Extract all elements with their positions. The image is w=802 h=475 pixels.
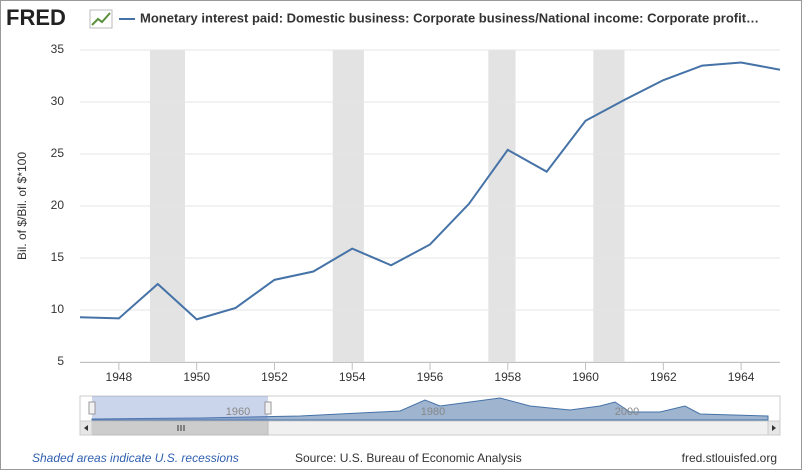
navigator-label: 1980 <box>421 406 445 418</box>
x-tick-label: 1950 <box>183 370 210 384</box>
x-tick-label: 1958 <box>494 370 521 384</box>
y-tick-label: 15 <box>51 250 65 264</box>
x-tick-label: 1960 <box>572 370 599 384</box>
logo-icon <box>89 9 113 29</box>
x-tick-label: 1948 <box>106 370 133 384</box>
navigator-handle[interactable] <box>88 401 96 415</box>
navigator-label: 1960 <box>226 406 250 418</box>
navigator-label: 2000 <box>615 406 639 418</box>
y-tick-label: 10 <box>51 302 65 316</box>
x-tick-label: 1964 <box>728 370 755 384</box>
x-tick-label: 1962 <box>650 370 677 384</box>
grip <box>177 425 185 431</box>
y-tick-label: 35 <box>51 42 65 56</box>
recession-note: Shaded areas indicate U.S. recessions <box>32 451 239 465</box>
navigator-handle[interactable] <box>264 401 272 415</box>
y-axis-label: Bil. of $/Bil. of $*100 <box>15 152 29 260</box>
navigator: 1960 1980 2000 <box>79 395 781 436</box>
navigator-series <box>91 397 769 421</box>
series-line <box>79 61 781 321</box>
arrow-left <box>84 425 88 431</box>
y-tick-label: 5 <box>57 354 64 368</box>
y-tick-label: 20 <box>51 198 65 212</box>
scrollbar-thumb[interactable] <box>91 420 269 436</box>
x-tick-label: 1952 <box>261 370 288 384</box>
navigator-selection[interactable] <box>92 396 268 421</box>
x-tick-label: 1956 <box>417 370 444 384</box>
legend-title: Monetary interest paid: Domestic busines… <box>140 10 759 25</box>
arrow-right <box>772 425 776 431</box>
y-tick-label: 25 <box>51 146 65 160</box>
site-link[interactable]: fred.stlouisfed.org <box>682 451 777 465</box>
plot-area: 5 10 15 20 25 30 35 1948 1950 1952 1954 1956 1958 196… <box>51 42 781 384</box>
x-tick-label: 1954 <box>339 370 366 384</box>
y-tick-label: 30 <box>51 94 65 108</box>
source: Source: U.S. Bureau of Economic Analysis <box>295 451 522 465</box>
brand-logo: FRED <box>6 5 66 30</box>
